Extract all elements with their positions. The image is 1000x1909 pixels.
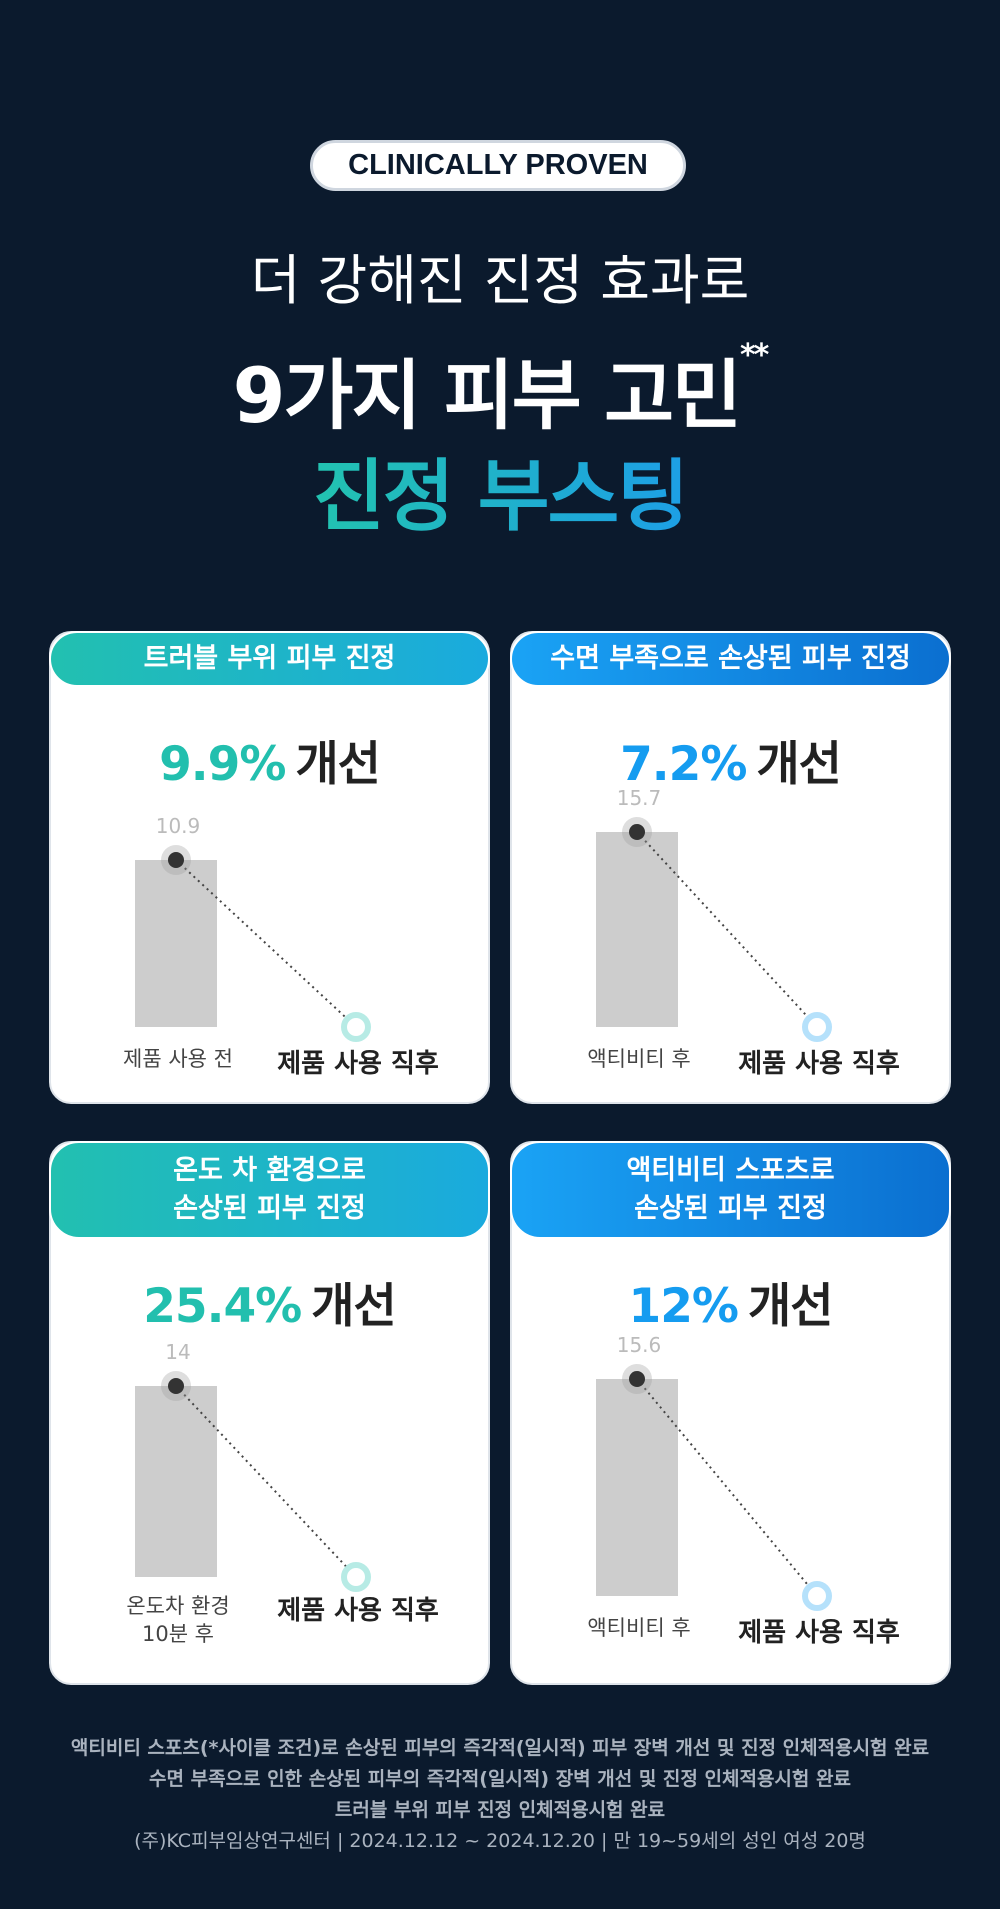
before-bar	[596, 1379, 678, 1596]
improvement-word: 개선	[295, 737, 380, 792]
improvement: 25.4% 개선	[51, 1267, 488, 1336]
before-label-line: 온도차 환경	[126, 1594, 230, 1618]
before-value: 15.7	[616, 786, 662, 810]
before-bar	[596, 832, 678, 1027]
before-label-line: 액티비티 후	[587, 1047, 691, 1071]
card-title: 손상된 피부 진정	[634, 1193, 827, 1224]
after-label: 제품 사용 직후	[738, 1618, 900, 1648]
improvement: 9.9% 개선	[51, 725, 488, 794]
before-value: 10.9	[155, 814, 201, 838]
after-label: 제품 사용 직후	[277, 1596, 439, 1626]
before-label: 제품 사용 전	[98, 1045, 258, 1073]
badge: CLINICALLY PROVEN	[310, 140, 686, 191]
card: 트러블 부위 피부 진정 9.9% 개선 10.9 제품 사용 전 제품 사용 직후	[49, 631, 490, 1104]
after-point	[802, 1012, 832, 1042]
after-label: 제품 사용 직후	[277, 1049, 439, 1079]
connector	[636, 1378, 818, 1597]
improvement-word: 개선	[311, 1279, 396, 1334]
connector	[175, 1385, 357, 1578]
before-label-line: 액티비티 후	[587, 1616, 691, 1640]
before-label: 온도차 환경 10분 후	[98, 1592, 258, 1648]
headline-line3: 진정 부스팅	[0, 434, 1000, 546]
card-title: 온도 차 환경으로	[173, 1155, 366, 1186]
card: 수면 부족으로 손상된 피부 진정 7.2% 개선 15.7 액티비티 후 제품 사용 직…	[510, 631, 951, 1104]
improvement-value: 25.4%	[143, 1279, 302, 1334]
headline-text: 9가지 피부 고민	[232, 351, 742, 440]
headline-line2: 9가지 피부 고민**	[0, 334, 1000, 444]
card-header: 수면 부족으로 손상된 피부 진정	[510, 631, 951, 687]
chart	[135, 845, 371, 1042]
card: 액티비티 스포츠로 손상된 피부 진정 12% 개선 15.6 액티비티 후 제품 사용 직…	[510, 1141, 951, 1685]
after-point	[341, 1562, 371, 1592]
before-value: 15.6	[616, 1333, 662, 1357]
before-bar	[135, 1386, 217, 1577]
headline-line1: 더 강해진 진정 효과로	[250, 249, 750, 312]
headline-text: 진정 부스팅	[313, 452, 689, 542]
before-label-line: 10분 후	[141, 1622, 215, 1646]
improvement-word: 개선	[748, 1279, 833, 1334]
footnote: (주)KC피부임상연구센터 | 2024.12.12 ~ 2024.12.20 …	[134, 1830, 866, 1852]
before-point	[168, 852, 184, 868]
card-header: 트러블 부위 피부 진정	[49, 631, 490, 687]
improvement-word: 개선	[756, 737, 841, 792]
improvement-value: 9.9%	[159, 737, 286, 792]
before-point	[629, 1371, 645, 1387]
card-title: 액티비티 스포츠로	[626, 1155, 835, 1186]
card-title: 트러블 부위 피부 진정	[143, 643, 396, 674]
improvement-value: 7.2%	[620, 737, 747, 792]
before-label-line: 제품 사용 전	[123, 1047, 233, 1071]
before-point	[168, 1378, 184, 1394]
before-bar	[135, 860, 217, 1027]
chart	[135, 1371, 371, 1592]
footnote: 액티비티 스포츠(*사이클 조건)로 손상된 피부의 즉각적(일시적) 피부 장…	[70, 1737, 930, 1759]
improvement-value: 12%	[628, 1279, 739, 1334]
footnote: 트러블 부위 피부 진정 인체적용시험 완료	[334, 1799, 666, 1821]
footnote: 수면 부족으로 인한 손상된 피부의 즉각적(일시적) 장벽 개선 및 진정 인…	[149, 1768, 851, 1790]
chart	[596, 817, 832, 1042]
improvement: 12% 개선	[512, 1267, 949, 1336]
after-point	[802, 1581, 832, 1611]
before-label: 액티비티 후	[559, 1045, 719, 1073]
connector	[636, 831, 818, 1028]
after-label: 제품 사용 직후	[738, 1049, 900, 1079]
connector	[175, 859, 357, 1028]
before-label: 액티비티 후	[559, 1614, 719, 1642]
before-point	[629, 824, 645, 840]
improvement: 7.2% 개선	[512, 725, 949, 794]
footnote-mark: **	[739, 338, 769, 373]
after-point	[341, 1012, 371, 1042]
chart	[596, 1364, 832, 1611]
before-value: 14	[165, 1340, 191, 1364]
card-title: 손상된 피부 진정	[173, 1193, 366, 1224]
card-title: 수면 부족으로 손상된 피부 진정	[550, 643, 911, 674]
